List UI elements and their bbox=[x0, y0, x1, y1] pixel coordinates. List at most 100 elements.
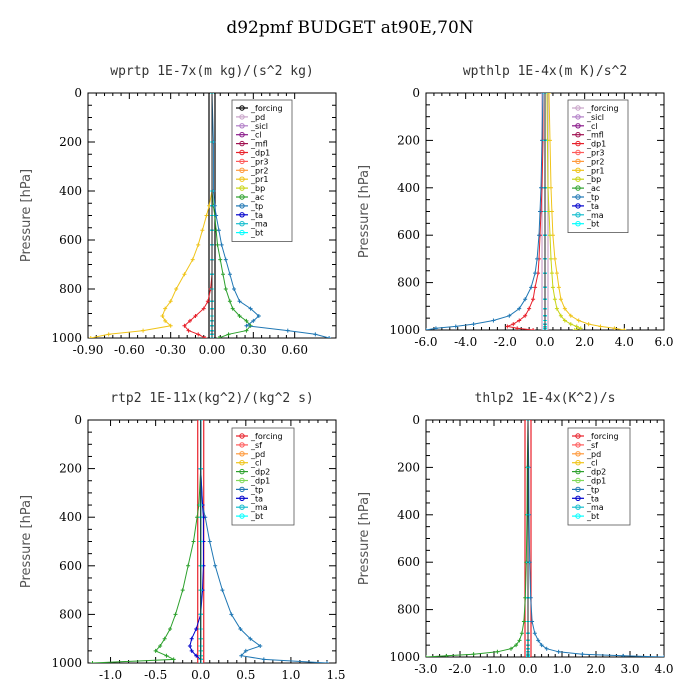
legend-label: _pr1 bbox=[250, 175, 268, 184]
x-tick-label: -0.90 bbox=[73, 343, 104, 357]
legend-label: _mfl bbox=[586, 131, 604, 140]
legend-item: _pr1 bbox=[236, 175, 268, 184]
data-point bbox=[509, 646, 513, 651]
data-point bbox=[106, 332, 111, 337]
legend-marker bbox=[239, 513, 245, 519]
legend-label: _sf bbox=[586, 441, 598, 450]
x-tick-label: 0.0 bbox=[191, 668, 210, 682]
data-point bbox=[182, 272, 187, 277]
legend-item: _sf bbox=[572, 441, 598, 450]
data-point bbox=[558, 313, 563, 318]
legend-marker bbox=[239, 442, 245, 448]
data-point bbox=[517, 318, 522, 323]
legend-label: _bt bbox=[586, 220, 599, 229]
legend-label: _cl bbox=[586, 122, 598, 131]
legend-item: _pd bbox=[236, 113, 265, 122]
legend-marker bbox=[575, 158, 581, 165]
legend-item: _mfl bbox=[572, 131, 604, 140]
y-axis-label: Pressure [hPa] bbox=[357, 492, 372, 585]
data-point bbox=[532, 631, 537, 636]
y-tick-label: 600 bbox=[59, 233, 82, 247]
data-point bbox=[238, 626, 243, 631]
y-tick-label: 600 bbox=[59, 559, 82, 573]
y-tick-label: 200 bbox=[397, 460, 420, 474]
legend-marker bbox=[575, 221, 581, 227]
data-point bbox=[160, 313, 165, 318]
data-point bbox=[88, 336, 93, 338]
panel-title: thlp2 1E-4x(K^2)/s bbox=[475, 391, 616, 406]
legend-item: _forcing bbox=[572, 432, 619, 441]
y-tick-label: 400 bbox=[397, 181, 420, 195]
data-point bbox=[598, 324, 603, 329]
data-point bbox=[576, 318, 581, 323]
data-point bbox=[207, 539, 212, 544]
data-point bbox=[216, 336, 221, 338]
legend-label: _pr2 bbox=[250, 166, 268, 175]
data-point bbox=[180, 588, 185, 593]
legend-label: _pr3 bbox=[586, 149, 604, 158]
chart-panel-4: thlp2 1E-4x(K^2)/s Pressure [hPa] -3.0 -2.0… bbox=[357, 391, 674, 676]
data-point bbox=[546, 209, 551, 214]
legend-label: _pr3 bbox=[250, 157, 268, 166]
data-point bbox=[200, 228, 205, 233]
legend-item: _ta bbox=[572, 202, 599, 211]
data-point bbox=[586, 322, 591, 327]
series-dp2 bbox=[90, 420, 203, 663]
legend-item: _bp bbox=[572, 175, 601, 184]
data-point bbox=[213, 563, 218, 568]
legend-item: _tp bbox=[572, 193, 599, 202]
legend-item: _dp1 bbox=[572, 477, 606, 486]
x-tick-label: -3.0 bbox=[414, 662, 437, 676]
y-tick-label: 800 bbox=[59, 607, 82, 621]
legend-label: _dp1 bbox=[250, 477, 270, 486]
data-point bbox=[523, 297, 528, 302]
legend: _forcing_pd_sicl_cl_mfl_dp1_pr3_pr2_pr1_… bbox=[231, 99, 293, 242]
data-point bbox=[218, 257, 223, 262]
legend-label: _ac bbox=[586, 184, 600, 193]
legend-item: _ta bbox=[236, 494, 263, 503]
data-point bbox=[527, 306, 532, 311]
series-line bbox=[505, 93, 544, 330]
x-tick-label: 2.0 bbox=[575, 335, 594, 349]
series-line bbox=[90, 93, 213, 338]
data-point bbox=[544, 646, 549, 651]
x-tick-label: 1.5 bbox=[326, 668, 345, 682]
y-tick-label: 1000 bbox=[389, 323, 420, 337]
data-point bbox=[186, 563, 191, 568]
data-point bbox=[285, 328, 290, 333]
plot-area bbox=[426, 93, 627, 330]
data-point bbox=[243, 648, 248, 653]
series-line bbox=[92, 420, 202, 663]
legend-marker bbox=[239, 451, 245, 457]
data-point bbox=[244, 318, 249, 323]
y-tick-label: 0 bbox=[74, 86, 82, 100]
legend-item: _bt bbox=[572, 512, 599, 521]
legend-item: _bt bbox=[236, 229, 263, 238]
data-point bbox=[444, 653, 449, 657]
data-point bbox=[515, 326, 520, 330]
data-point bbox=[189, 636, 194, 641]
legend-label: _ta bbox=[586, 494, 599, 503]
data-point bbox=[554, 306, 559, 311]
legend-item: _cl bbox=[572, 122, 598, 131]
data-point bbox=[239, 653, 244, 658]
data-point bbox=[533, 271, 538, 276]
legend-label: _dp1 bbox=[250, 149, 270, 158]
legend-marker bbox=[575, 140, 581, 147]
data-point bbox=[203, 336, 208, 338]
legend-item: _ma bbox=[572, 211, 604, 220]
legend-marker bbox=[239, 149, 245, 156]
chart-panel-1: wprtp 1E-7x(m kg)/(s^2 kg) Pressure [hPa]… bbox=[19, 64, 337, 357]
data-point bbox=[251, 318, 256, 323]
figure-title: d92pmf BUDGET at90E,70N bbox=[226, 18, 474, 38]
legend-marker bbox=[239, 468, 245, 475]
data-point bbox=[548, 256, 553, 261]
data-point bbox=[529, 285, 534, 290]
y-tick-label: 1000 bbox=[389, 650, 420, 664]
legend-item: _forcing bbox=[572, 104, 619, 113]
x-tick-label: -6.0 bbox=[414, 335, 437, 349]
legend-item: _tp bbox=[572, 485, 599, 494]
data-point bbox=[662, 655, 664, 657]
x-tick-label: 0.5 bbox=[236, 668, 255, 682]
data-point bbox=[237, 313, 242, 318]
